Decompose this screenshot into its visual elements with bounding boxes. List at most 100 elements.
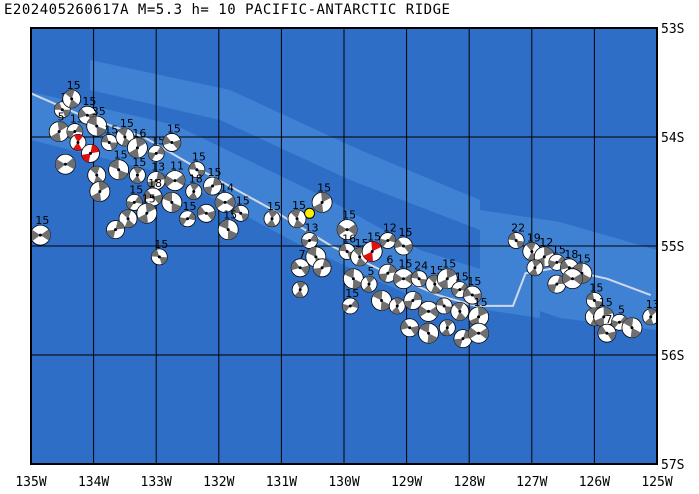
mechanism-quadrant bbox=[508, 232, 517, 241]
depth-label: 15 bbox=[114, 149, 128, 162]
mechanism-center bbox=[320, 200, 324, 204]
focal-mechanism bbox=[55, 153, 76, 175]
depth-label: 5 bbox=[368, 265, 375, 278]
depth-label: 15 bbox=[267, 200, 281, 213]
mechanism-quadrant bbox=[106, 229, 116, 239]
focal-mechanism: 15 bbox=[468, 296, 489, 328]
mechanism-quadrant bbox=[313, 267, 323, 277]
mechanism-center bbox=[458, 288, 462, 292]
mechanism-quadrant bbox=[188, 162, 197, 170]
mechanism-center bbox=[433, 282, 437, 286]
focal-mechanism: 15 bbox=[394, 226, 413, 256]
focal-mechanism: 12 bbox=[379, 222, 397, 249]
mechanism-quadrant bbox=[644, 316, 654, 325]
mechanism-quadrant bbox=[379, 238, 388, 248]
mechanism-quadrant bbox=[623, 317, 634, 328]
focal-mechanism bbox=[403, 291, 423, 310]
mechanism-quadrant bbox=[463, 287, 473, 298]
mechanism-center bbox=[76, 140, 80, 144]
depth-label: 15 bbox=[223, 209, 237, 222]
mechanism-center bbox=[223, 200, 227, 204]
longitude-label: 126W bbox=[579, 475, 610, 490]
depth-label: 15 bbox=[129, 183, 143, 196]
mechanism-center bbox=[386, 271, 390, 275]
mechanism-quadrant bbox=[72, 142, 82, 151]
focal-mechanism bbox=[438, 319, 456, 337]
mechanism-center bbox=[458, 309, 462, 313]
mechanism-center bbox=[605, 331, 609, 335]
mechanism-center bbox=[395, 304, 399, 308]
mechanism-quadrant bbox=[266, 218, 276, 227]
mechanism-center bbox=[60, 108, 64, 112]
depth-label: 15 bbox=[67, 79, 81, 92]
mechanism-quadrant bbox=[206, 210, 216, 221]
mechanism-center bbox=[617, 320, 621, 324]
mechanism-center bbox=[570, 277, 574, 281]
focal-mechanism bbox=[621, 317, 643, 339]
mechanism-quadrant bbox=[365, 276, 375, 285]
focal-mechanism: 7 bbox=[597, 313, 617, 343]
mechanism-center bbox=[63, 162, 67, 166]
mechanism-quadrant bbox=[153, 194, 163, 204]
mechanism-quadrant bbox=[293, 218, 304, 228]
longitude-label: 135W bbox=[15, 475, 46, 490]
mechanism-center bbox=[345, 249, 349, 253]
mechanism-quadrant bbox=[187, 212, 196, 221]
mechanism-quadrant bbox=[562, 272, 573, 284]
mechanism-center bbox=[592, 299, 596, 302]
mechanism-center bbox=[95, 124, 99, 128]
focal-mechanism-highlight bbox=[81, 143, 100, 163]
mechanism-quadrant bbox=[393, 273, 404, 285]
focal-mechanism: 6 bbox=[378, 253, 398, 283]
mechanism-quadrant bbox=[232, 205, 241, 214]
mechanism-quadrant bbox=[428, 275, 439, 285]
focal-mechanism bbox=[526, 259, 544, 277]
mechanism-center bbox=[345, 228, 349, 232]
focal-mechanism: 15 bbox=[115, 117, 135, 147]
mechanism-quadrant bbox=[164, 175, 175, 187]
focal-mechanism-highlight bbox=[69, 134, 87, 151]
mechanism-center bbox=[132, 200, 136, 204]
latitude-label: 54S bbox=[661, 131, 684, 146]
longitude-label: 134W bbox=[78, 475, 109, 490]
focal-mechanism: 15 bbox=[136, 192, 158, 224]
depth-label: 16 bbox=[342, 232, 356, 245]
mechanism-quadrant bbox=[91, 191, 102, 202]
mechanism-center bbox=[314, 255, 318, 259]
depth-label: 15 bbox=[208, 166, 222, 179]
mechanism-center bbox=[95, 173, 99, 177]
mechanism-center bbox=[533, 266, 537, 270]
mechanism-quadrant bbox=[219, 219, 229, 230]
mechanism-center bbox=[411, 299, 415, 302]
focal-mechanism: 15 bbox=[287, 199, 307, 229]
mechanism-center bbox=[157, 255, 161, 259]
mechanism-quadrant bbox=[418, 305, 429, 317]
mechanism-quadrant bbox=[603, 306, 613, 317]
depth-label: 15 bbox=[345, 287, 359, 300]
depth-label: 24 bbox=[414, 260, 428, 273]
depth-label: 15 bbox=[142, 192, 156, 205]
mechanism-center bbox=[320, 266, 324, 270]
mechanism-center bbox=[367, 282, 371, 286]
latitude-label: 57S bbox=[661, 458, 684, 473]
mechanism-quadrant bbox=[372, 290, 383, 301]
mechanism-quadrant bbox=[62, 109, 71, 118]
mechanism-quadrant bbox=[611, 319, 620, 329]
latitude-label: 53S bbox=[661, 22, 684, 37]
mechanism-center bbox=[427, 309, 431, 313]
mechanism-quadrant bbox=[339, 243, 348, 252]
mechanism-center bbox=[154, 151, 158, 155]
mechanism-quadrant bbox=[188, 191, 198, 200]
depth-label: 15 bbox=[236, 194, 250, 207]
mechanism-quadrant bbox=[227, 229, 238, 240]
depth-label: 15 bbox=[342, 209, 356, 222]
mechanism-quadrant bbox=[394, 238, 404, 249]
mechanism-quadrant bbox=[400, 320, 410, 330]
mechanism-center bbox=[477, 331, 481, 335]
mechanism-quadrant bbox=[446, 268, 457, 279]
depth-label: 15 bbox=[577, 252, 591, 265]
mechanism-quadrant bbox=[138, 213, 148, 224]
mechanism-center bbox=[226, 228, 230, 232]
mechanism-center bbox=[211, 184, 215, 188]
mechanism-quadrant bbox=[109, 159, 119, 170]
